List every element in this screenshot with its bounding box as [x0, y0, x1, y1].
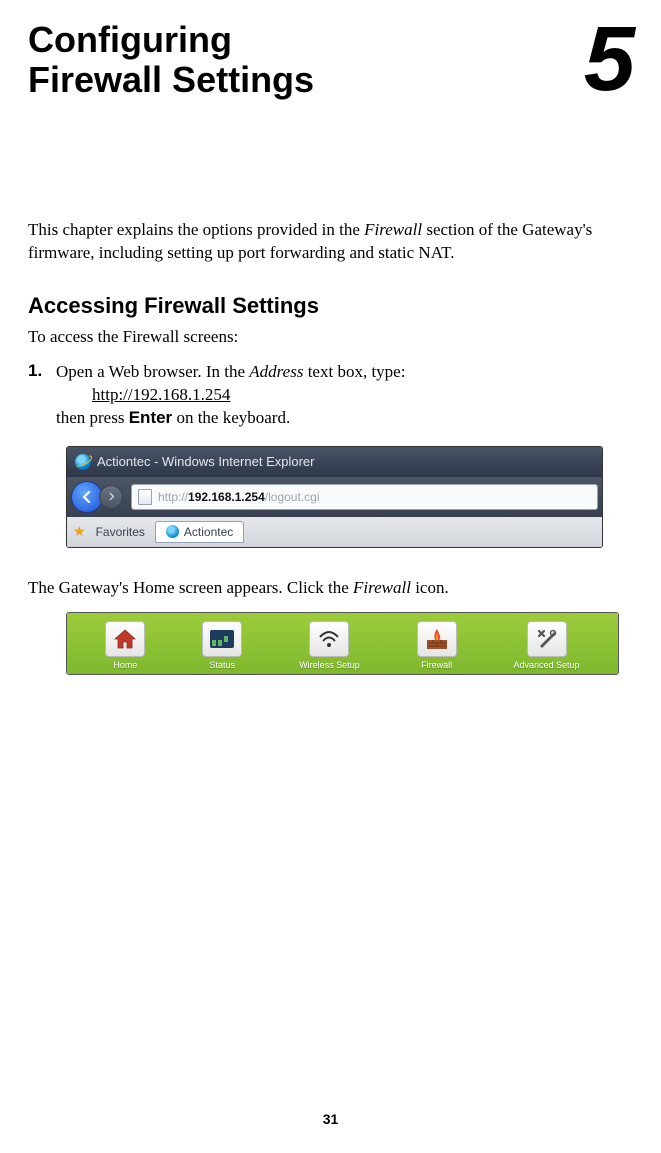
section-heading: Accessing Firewall Settings: [28, 293, 633, 319]
page-icon: [138, 489, 152, 505]
status-icon: [202, 621, 242, 657]
router-label-status: Status: [210, 660, 236, 670]
star-icon[interactable]: ★: [73, 523, 86, 540]
step-1: 1. Open a Web browser. In the Address te…: [28, 361, 633, 430]
home-icon: [105, 621, 145, 657]
router-nav-status[interactable]: Status: [202, 621, 242, 670]
router-label-advanced: Advanced Setup: [513, 660, 579, 670]
favorites-bar: ★ Favorites Actiontec: [67, 517, 602, 547]
chapter-title-line2: Firewall Settings: [28, 59, 314, 100]
chapter-title-line1: Configuring: [28, 19, 232, 60]
address-bar[interactable]: http://192.168.1.254/logout.cgi: [131, 484, 598, 510]
ie-icon: [75, 454, 91, 470]
tools-icon: [527, 621, 567, 657]
access-text: To access the Firewall screens:: [28, 327, 633, 347]
page-number: 31: [323, 1111, 339, 1127]
step-content: Open a Web browser. In the Address text …: [56, 361, 633, 430]
step-number: 1.: [28, 361, 46, 430]
browser-screenshot: Actiontec - Windows Internet Explorer ht…: [66, 446, 603, 548]
router-nav-screenshot: Home Status Wireless Setup: [66, 612, 619, 675]
browser-window-title: Actiontec - Windows Internet Explorer: [97, 454, 314, 469]
firewall-icon: [417, 621, 457, 657]
router-nav-bar: Home Status Wireless Setup: [67, 613, 618, 674]
router-nav-firewall[interactable]: Firewall: [417, 621, 457, 670]
favorites-label: Favorites: [96, 525, 145, 539]
forward-button[interactable]: [99, 485, 123, 509]
router-nav-home[interactable]: Home: [105, 621, 145, 670]
wifi-icon: [309, 621, 349, 657]
chapter-title: Configuring Firewall Settings: [28, 20, 314, 99]
tab-label: Actiontec: [184, 525, 233, 539]
step-url: http://192.168.1.254: [92, 385, 230, 404]
url-text: http://192.168.1.254/logout.cgi: [158, 490, 319, 504]
router-label-wireless: Wireless Setup: [299, 660, 360, 670]
router-label-home: Home: [113, 660, 137, 670]
ie-small-icon: [166, 525, 179, 538]
router-nav-wireless[interactable]: Wireless Setup: [299, 621, 360, 670]
chapter-number: 5: [584, 20, 633, 98]
browser-title-bar: Actiontec - Windows Internet Explorer: [67, 447, 602, 477]
browser-tab[interactable]: Actiontec: [155, 521, 244, 543]
home-screen-text: The Gateway's Home screen appears. Click…: [28, 578, 633, 598]
router-nav-advanced[interactable]: Advanced Setup: [513, 621, 579, 670]
intro-paragraph: This chapter explains the options provid…: [28, 219, 633, 265]
browser-nav-bar: http://192.168.1.254/logout.cgi: [67, 477, 602, 517]
router-label-firewall: Firewall: [421, 660, 452, 670]
